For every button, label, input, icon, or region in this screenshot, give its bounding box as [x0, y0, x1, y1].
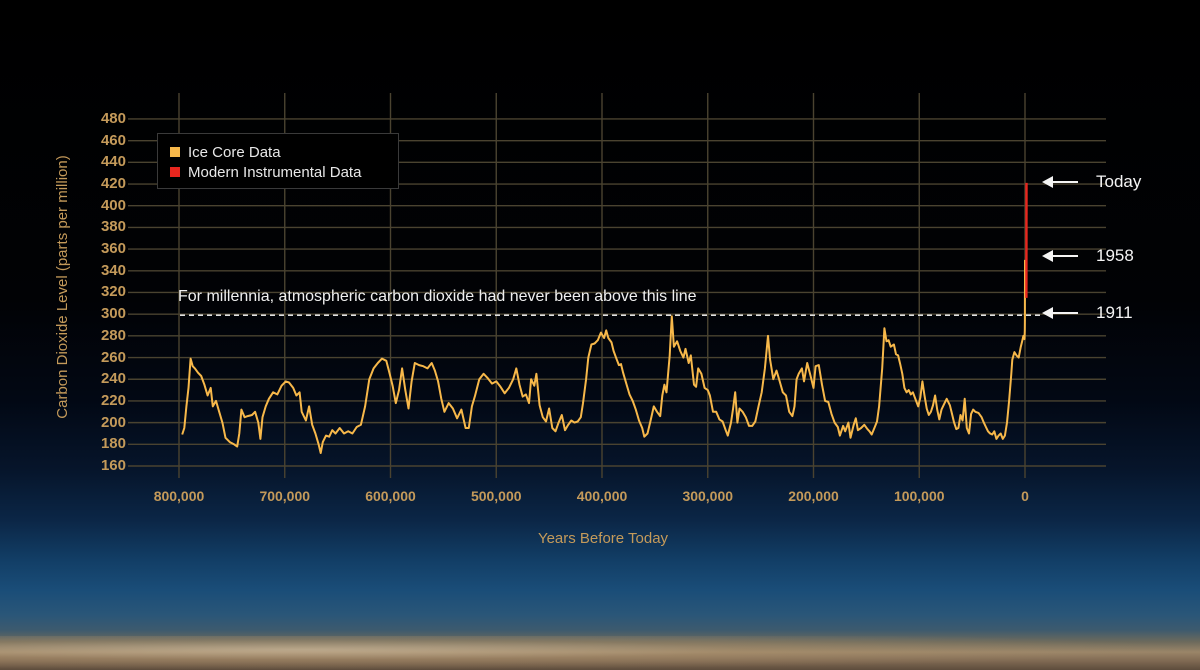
- y-tick-label: 260: [100, 348, 126, 366]
- legend-label: Ice Core Data: [188, 143, 281, 161]
- x-tick-label: 0: [1021, 488, 1029, 504]
- reference-line-annotation: For millennia, atmospheric carbon dioxid…: [178, 288, 697, 305]
- y-tick-label: 300: [100, 305, 126, 323]
- left-arrow-icon: [1042, 307, 1078, 320]
- x-tick-label: 300,000: [682, 488, 734, 504]
- y-tick-label: 400: [100, 196, 126, 214]
- x-tick-label: 400,000: [576, 488, 628, 504]
- year-marker-1911: 1911: [1040, 303, 1133, 323]
- year-marker-label: Today: [1096, 171, 1142, 191]
- y-tick-label: 420: [100, 175, 126, 193]
- legend-item-modern-instrumental: Modern Instrumental Data: [170, 163, 361, 181]
- left-arrow-icon: [1042, 249, 1078, 262]
- x-tick-label: 500,000: [470, 488, 522, 504]
- x-tick-label: 100,000: [893, 488, 945, 504]
- y-tick-label: 220: [100, 391, 126, 409]
- year-marker-label: 1958: [1096, 245, 1134, 265]
- modern-instrumental-swatch-icon: [170, 167, 180, 177]
- ice-core-swatch-icon: [170, 147, 180, 157]
- y-tick-label: 480: [100, 109, 126, 127]
- y-tick-label: 320: [100, 283, 126, 301]
- y-tick-label: 360: [100, 240, 126, 258]
- legend-item-ice-core: Ice Core Data: [170, 143, 281, 161]
- y-tick-label: 280: [100, 326, 126, 344]
- x-tick-label: 200,000: [788, 488, 839, 504]
- legend-label: Modern Instrumental Data: [188, 163, 362, 181]
- x-tick-label: 700,000: [259, 488, 311, 504]
- y-axis-label: Carbon Dioxide Level (parts per million): [54, 155, 71, 419]
- ice-core-data-line: [181, 259, 1026, 454]
- left-arrow-icon: [1042, 175, 1078, 188]
- x-tick-label: 600,000: [365, 488, 416, 504]
- y-tick-label: 380: [100, 218, 126, 236]
- x-axis-label: Years Before Today: [537, 530, 669, 547]
- y-tick-label: 460: [100, 131, 126, 149]
- y-tick-label: 200: [100, 413, 126, 431]
- y-tick-label: 340: [100, 261, 126, 279]
- chart-legend: Ice Core Data Modern Instrumental Data: [157, 133, 399, 189]
- year-marker-today: Today: [1040, 172, 1141, 192]
- year-marker-1958: 1958: [1040, 246, 1134, 266]
- y-tick-label: 160: [100, 457, 126, 474]
- y-tick-label: 440: [100, 153, 126, 171]
- y-tick-label: 240: [100, 370, 126, 388]
- year-marker-label: 1911: [1096, 303, 1133, 323]
- y-tick-label: 180: [100, 435, 126, 453]
- x-tick-label: 800,000: [153, 488, 205, 504]
